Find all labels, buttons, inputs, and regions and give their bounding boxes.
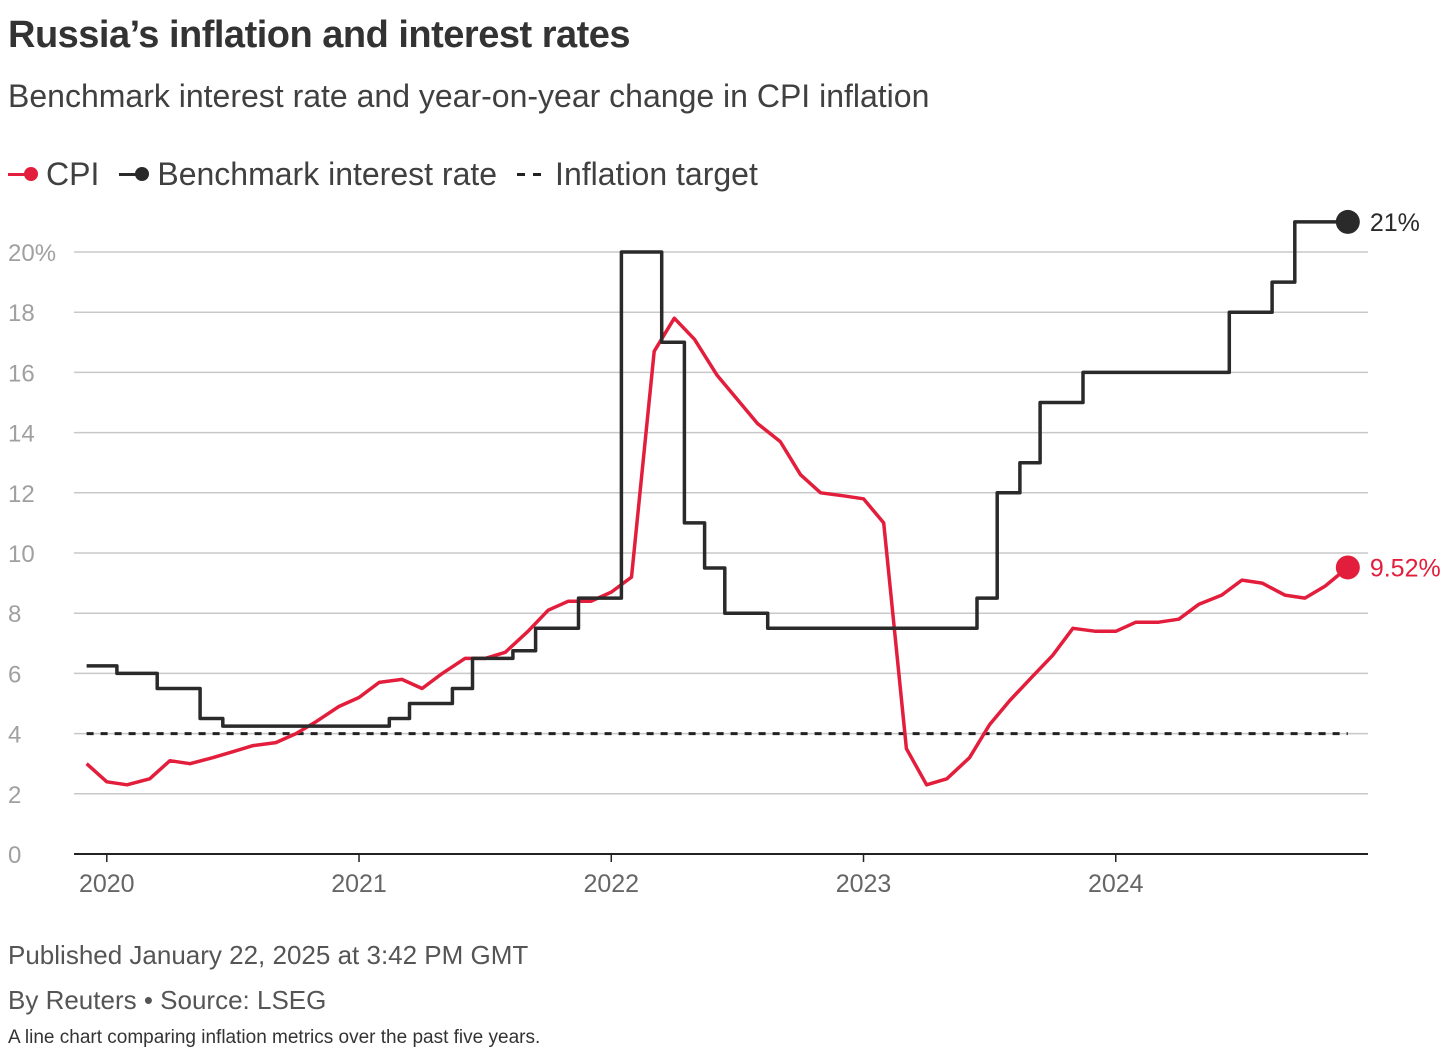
x-tick-label: 2020: [79, 870, 135, 898]
legend-item-benchmark-rate: Benchmark interest rate: [119, 156, 497, 193]
series-end-dot-cpi: [1335, 555, 1360, 580]
y-tick-label: 4: [8, 722, 21, 749]
chart-subtitle: Benchmark interest rate and year-on-year…: [8, 78, 930, 114]
series-line-benchmark-interest-rate: [86, 220, 1348, 728]
series-line-cpi: [85, 316, 1349, 787]
x-axis-labels: 2020 2021 2022 2023 2024: [79, 870, 1144, 898]
legend-item-inflation-target: Inflation target: [517, 156, 758, 193]
series-end-dot-benchmark-interest-rate: [1335, 209, 1360, 234]
inflation-target-legend-marker: [517, 172, 548, 176]
chart-title: Russia’s inflation and interest rates: [8, 14, 631, 56]
y-tick-label: 12: [8, 481, 35, 508]
end-labels: 9.52% 21%: [1370, 209, 1441, 583]
series-end-label-benchmark-interest-rate: 21%: [1370, 209, 1420, 237]
chart-legend: CPI Benchmark interest rate Inflation ta…: [8, 154, 778, 194]
x-tick-label: 2024: [1088, 870, 1144, 898]
series-end-label-cpi: 9.52%: [1370, 554, 1441, 582]
x-tick-label: 2023: [836, 870, 892, 898]
x-tick-label: 2021: [331, 870, 387, 898]
series-layer: [85, 209, 1360, 787]
y-tick-label: 14: [8, 421, 35, 448]
y-tick-label: 6: [8, 661, 21, 688]
benchmark-rate-legend-marker: [119, 166, 150, 182]
chart-grid: [74, 251, 1368, 862]
y-tick-label: 16: [8, 360, 35, 387]
y-tick-label: 0: [8, 842, 21, 869]
source-credit: By Reuters • Source: LSEG: [8, 985, 327, 1015]
cpi-legend-marker: [8, 166, 38, 182]
y-axis-labels: 0 2 4 6 8 10 12 14 16 18 20%: [8, 240, 56, 869]
legend-item-cpi: CPI: [8, 156, 99, 193]
y-tick-label: 10: [8, 541, 35, 568]
y-tick-label: 18: [8, 300, 35, 327]
x-tick-label: 2022: [583, 870, 639, 898]
legend-label-cpi: CPI: [46, 155, 100, 192]
legend-label-benchmark-rate: Benchmark interest rate: [157, 155, 498, 192]
y-tick-label: 8: [8, 601, 21, 628]
published-date: Published January 22, 2025 at 3:42 PM GM…: [8, 940, 529, 970]
y-tick-label: 2: [8, 782, 21, 809]
chart-description: A line chart comparing inflation metrics…: [8, 1027, 541, 1048]
y-tick-label: 20%: [8, 240, 56, 267]
legend-label-inflation-target: Inflation target: [555, 155, 758, 192]
